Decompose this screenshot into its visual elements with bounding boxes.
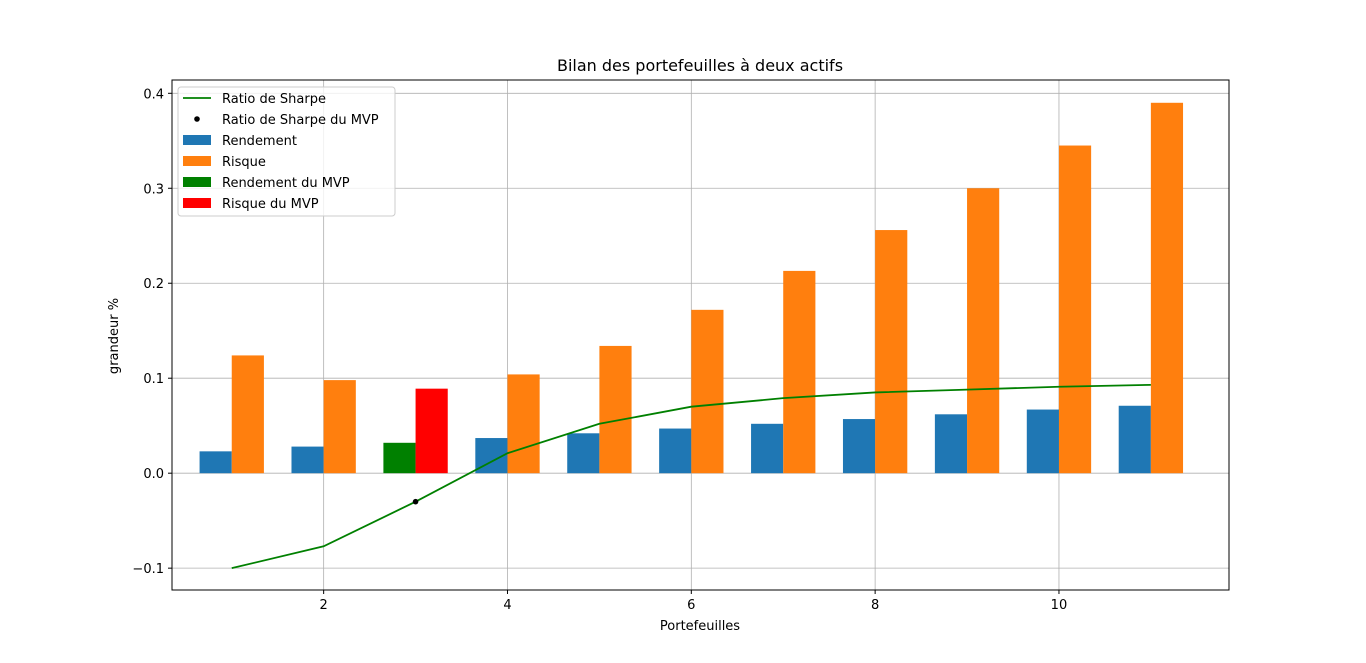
- y-tick-label: 0.3: [143, 182, 164, 197]
- legend-swatch-bar: [183, 198, 211, 208]
- rendement-bar: [1118, 405, 1151, 474]
- y-tick-label: 0.2: [143, 277, 164, 292]
- risque-bar: [967, 188, 1000, 474]
- legend-label: Ratio de Sharpe: [222, 92, 326, 107]
- rendement-bar: [659, 428, 692, 474]
- rendement-bar: [751, 423, 784, 474]
- sharpe-ratio-line: [231, 383, 1151, 570]
- x-tick-label: 10: [1051, 598, 1068, 613]
- risque-mvp-bar: [415, 388, 448, 474]
- rendement-bar: [842, 419, 876, 474]
- risque-bar: [1150, 102, 1184, 474]
- risque-bar: [323, 380, 356, 474]
- x-tick-label: 8: [871, 598, 879, 613]
- risque-bar: [599, 345, 632, 474]
- rendement-bar: [291, 446, 324, 474]
- y-tick-label: 0.4: [143, 87, 164, 102]
- rendement-bar: [1026, 409, 1059, 474]
- ticks: 2 4 6 8 10 −0.1 0.0 0.1 0.2 0.3 0.4: [132, 87, 1067, 613]
- legend: Ratio de Sharpe Ratio de Sharpe du MVP Ren…: [177, 86, 396, 217]
- legend-swatch-point: [194, 116, 200, 122]
- risque-bar: [231, 355, 264, 474]
- x-tick-label: 6: [687, 598, 695, 613]
- rendement-mvp-bar: [383, 442, 416, 474]
- legend-swatch-bar: [183, 135, 211, 145]
- rendement-bar: [567, 433, 600, 474]
- risque-bar: [783, 270, 816, 474]
- legend-label: Risque du MVP: [222, 197, 319, 212]
- x-tick-label: 2: [320, 598, 328, 613]
- sharpe-mvp-point: [412, 498, 419, 505]
- risque-bar: [691, 309, 724, 474]
- y-tick-label: −0.1: [132, 562, 164, 577]
- legend-label: Risque: [222, 155, 266, 170]
- bars: [199, 102, 1184, 474]
- y-tick-label: 0.0: [143, 467, 164, 482]
- legend-swatch-bar: [183, 156, 211, 166]
- rendement-bar: [934, 414, 968, 474]
- legend-label: Rendement: [222, 134, 297, 149]
- plot-frame: [171, 79, 1230, 591]
- chart-title: Bilan des portefeuilles à deux actifs: [557, 56, 843, 75]
- risque-bar: [507, 374, 540, 474]
- legend-box: [177, 86, 396, 217]
- risque-bar: [1058, 145, 1092, 474]
- x-axis-title: Portefeuilles: [660, 619, 740, 634]
- x-tick-label: 4: [503, 598, 511, 613]
- risque-bar: [875, 230, 908, 474]
- y-tick-label: 0.1: [143, 372, 164, 387]
- sharpe-line-layer: [231, 383, 1151, 570]
- legend-swatch-bar: [183, 177, 211, 187]
- rendement-bar: [199, 451, 232, 474]
- legend-label: Rendement du MVP: [222, 176, 350, 191]
- y-axis-title: grandeur %: [107, 298, 122, 374]
- legend-label: Ratio de Sharpe du MVP: [222, 113, 379, 128]
